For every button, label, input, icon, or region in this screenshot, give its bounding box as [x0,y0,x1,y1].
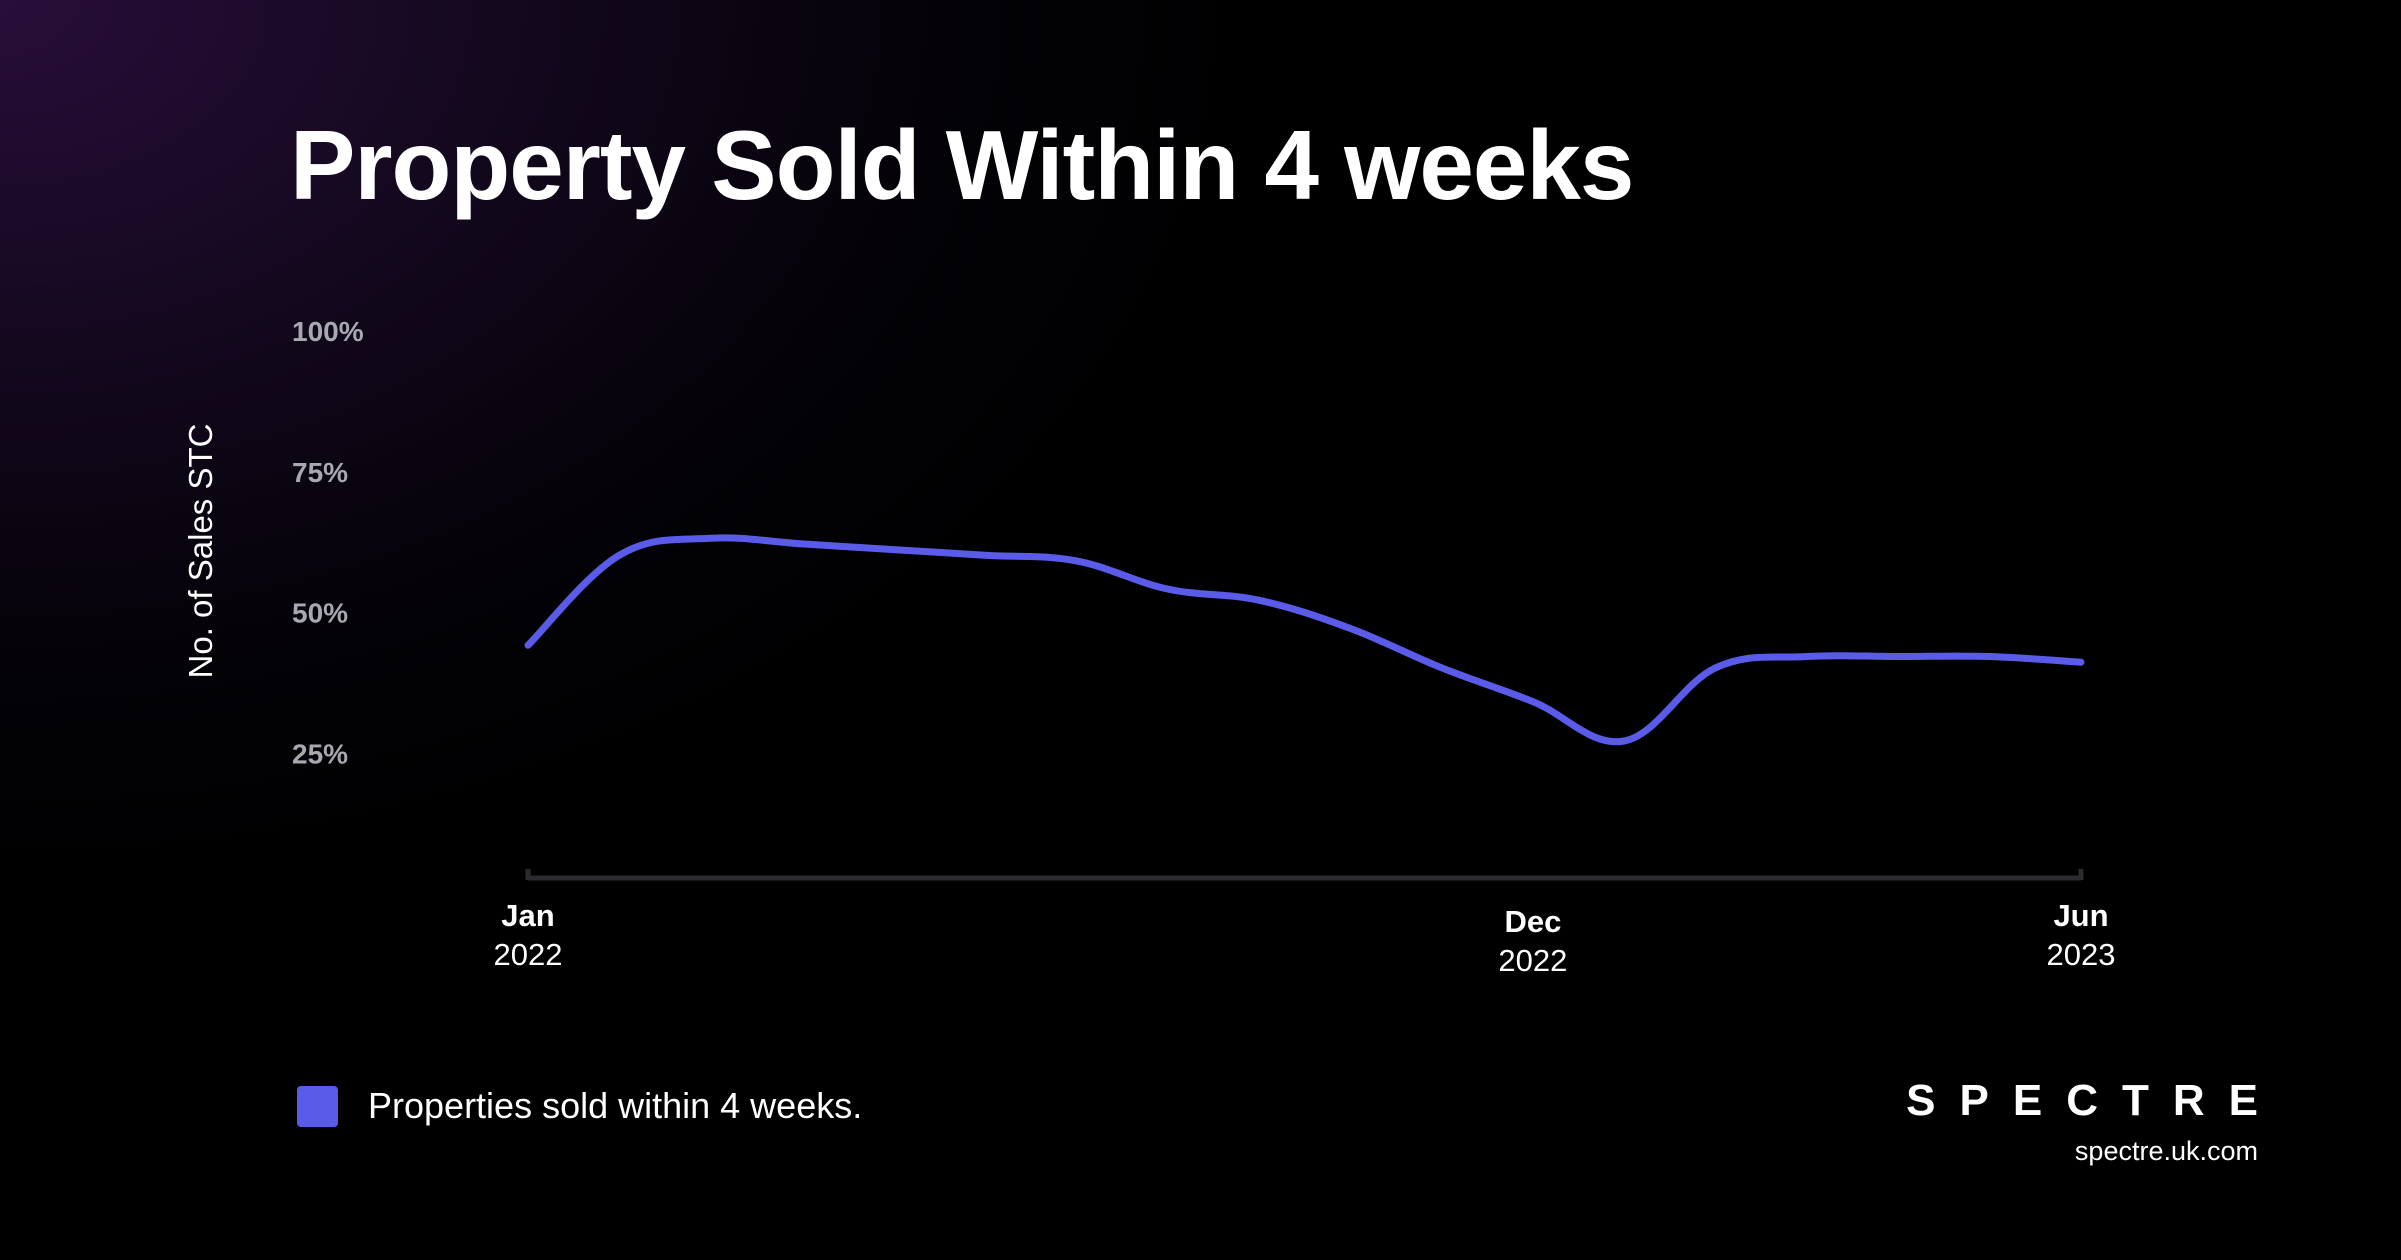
x-tick-year: 2022 [494,937,563,972]
chart-title: Property Sold Within 4 weeks [290,110,1634,220]
x-tick-label: Jun [2053,898,2108,933]
legend-swatch [297,1085,338,1127]
x-tick-year: 2022 [1498,943,1567,978]
y-tick-label: 75% [292,457,348,488]
y-tick-label: 50% [292,598,348,629]
spectre-logo[interactable]: SPECTRE [1906,1076,2282,1125]
x-tick-label: Jan [501,898,554,933]
legend-label: Properties sold within 4 weeks. [368,1085,863,1126]
y-tick-label: 100% [292,316,364,347]
y-tick-label: 25% [292,738,348,769]
legend: Properties sold within 4 weeks. [297,1085,862,1127]
x-tick-year: 2023 [2047,937,2116,972]
series-line-0 [524,534,2085,746]
brand-block: SPECTRE spectre.uk.com [1906,1076,2258,1167]
brand-url[interactable]: spectre.uk.com [2074,1136,2258,1166]
x-tick-label: Dec [1504,904,1561,939]
